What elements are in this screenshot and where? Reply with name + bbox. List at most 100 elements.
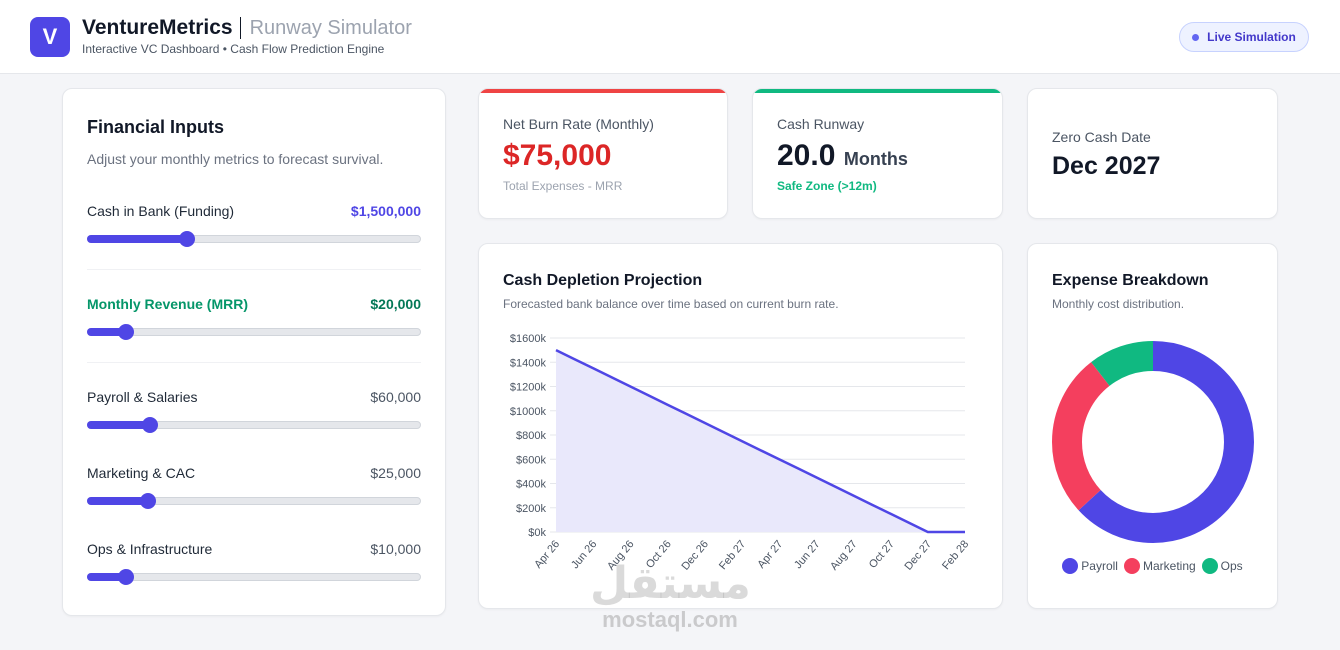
cash-slider[interactable] — [87, 231, 421, 247]
field-cash: Cash in Bank (Funding) $1,500,000 — [87, 203, 421, 247]
slider-fill — [87, 328, 126, 336]
slider-thumb[interactable] — [178, 231, 195, 247]
field-label: Cash in Bank (Funding) — [87, 203, 235, 219]
ops-slider[interactable] — [87, 569, 421, 585]
zero-cash-card: Zero Cash Date Dec 2027 — [1027, 88, 1278, 219]
field-value: $10,000 — [370, 541, 421, 557]
x-tick-label: Aug 27 — [828, 538, 860, 572]
watermark: مستقل mostaql.com — [590, 559, 751, 632]
slider-thumb[interactable] — [118, 324, 135, 340]
y-tick-label: $0k — [528, 527, 546, 539]
legend-label: Marketing — [1142, 559, 1196, 573]
runway-unit: Months — [843, 149, 908, 169]
cash-balance-line — [555, 348, 965, 534]
legend-label: Payroll — [1081, 559, 1118, 573]
y-tick-label: $800k — [516, 430, 546, 442]
slider-fill — [87, 235, 186, 243]
card-accent-bar — [753, 89, 1002, 93]
runway-value: 20.0 — [777, 139, 836, 172]
x-tick-label: Oct 27 — [867, 538, 897, 571]
expense-breakdown-card: Expense Breakdown Monthly cost distribut… — [1027, 243, 1278, 609]
legend-item[interactable]: Payroll — [1062, 558, 1118, 574]
brand-name: VentureMetrics — [82, 16, 233, 39]
x-tick-label: Dec 27 — [903, 538, 935, 572]
y-tick-label: $400k — [516, 479, 546, 491]
divider — [87, 269, 421, 270]
field-mrr: Monthly Revenue (MRR) $20,000 — [87, 296, 421, 340]
y-tick-label: $1200k — [510, 382, 547, 394]
live-label: Live Simulation — [1207, 30, 1296, 44]
app-header: V VentureMetrics Runway Simulator Intera… — [0, 0, 1340, 74]
field-value: $20,000 — [370, 296, 421, 312]
breakdown-title: Expense Breakdown — [1052, 272, 1209, 289]
financial-inputs-panel: Financial Inputs Adjust your monthly met… — [62, 88, 446, 616]
y-tick-label: $1600k — [510, 333, 547, 345]
stat-label: Cash Runway — [777, 116, 865, 132]
live-simulation-badge[interactable]: Live Simulation — [1179, 22, 1309, 52]
cash-depletion-card: Cash Depletion Projection Forecasted ban… — [478, 243, 1003, 609]
legend-label: Ops — [1220, 559, 1243, 573]
brand-title: VentureMetrics Runway Simulator — [82, 16, 412, 40]
field-label: Ops & Infrastructure — [87, 541, 213, 557]
y-tick-label: $1000k — [510, 406, 547, 418]
x-tick-label: Feb 28 — [940, 538, 971, 572]
slider-fill — [87, 421, 149, 429]
area-fill — [556, 350, 965, 532]
panel-description: Adjust your monthly metrics to forecast … — [87, 151, 384, 167]
field-value: $60,000 — [370, 389, 421, 405]
field-payroll: Payroll & Salaries $60,000 — [87, 389, 421, 433]
product-name: Runway Simulator — [249, 17, 412, 39]
legend-item[interactable]: Marketing — [1123, 558, 1196, 574]
stat-label: Net Burn Rate (Monthly) — [503, 116, 654, 132]
donut-legend: Payroll Marketing Ops — [1028, 558, 1277, 574]
panel-title: Financial Inputs — [87, 117, 225, 137]
stat-label: Zero Cash Date — [1052, 129, 1151, 145]
watermark-latin: mostaql.com — [602, 607, 738, 632]
legend-item[interactable]: Ops — [1201, 558, 1243, 574]
field-marketing: Marketing & CAC $25,000 — [87, 465, 421, 509]
tagline: Interactive VC Dashboard • Cash Flow Pre… — [82, 42, 385, 56]
slider-thumb[interactable] — [140, 493, 157, 509]
y-tick-label: $200k — [516, 503, 546, 515]
slider-fill — [87, 573, 126, 581]
legend-swatch — [1123, 558, 1140, 574]
burn-rate-card: Net Burn Rate (Monthly) $75,000 Total Ex… — [478, 88, 728, 219]
x-tick-label: Jun 27 — [792, 538, 822, 571]
breakdown-subtitle: Monthly cost distribution. — [1052, 297, 1185, 311]
runway-value-group: 20.0 Months — [777, 139, 908, 173]
brand-divider — [239, 17, 241, 39]
slider-thumb[interactable] — [141, 417, 158, 433]
field-value: $25,000 — [370, 465, 421, 481]
field-label: Monthly Revenue (MRR) — [87, 296, 248, 312]
divider — [87, 362, 421, 363]
live-dot-icon — [1192, 33, 1200, 41]
marketing-slider[interactable] — [87, 493, 421, 509]
card-accent-bar — [479, 89, 727, 93]
legend-swatch — [1201, 558, 1218, 574]
mrr-slider[interactable] — [87, 324, 421, 340]
expense-donut-chart — [1052, 341, 1254, 543]
field-label: Marketing & CAC — [87, 465, 196, 481]
y-tick-label: $600k — [516, 454, 546, 466]
slider-fill — [87, 497, 148, 505]
field-value: $1,500,000 — [350, 203, 421, 219]
slider-thumb[interactable] — [118, 569, 135, 585]
chart-title: Cash Depletion Projection — [503, 272, 703, 289]
cash-depletion-chart: $0k $200k $400k $600k $800k $1000k $1200k $1400… — [510, 333, 971, 573]
field-label: Payroll & Salaries — [87, 389, 198, 405]
x-tick-label: Apr 27 — [755, 538, 785, 571]
x-tick-label: Apr 26 — [532, 538, 562, 571]
runway-card: Cash Runway 20.0 Months Safe Zone (>12m) — [752, 88, 1003, 219]
y-tick-label: $1400k — [510, 357, 547, 369]
donut-slice-ops — [1052, 341, 1254, 543]
burn-value: $75,000 — [503, 139, 612, 172]
logo: V — [30, 17, 70, 57]
donut-slice-marketing — [1052, 341, 1254, 543]
legend-swatch — [1062, 558, 1079, 574]
watermark-arabic: مستقل — [590, 559, 751, 608]
field-ops: Ops & Infrastructure $10,000 — [87, 541, 421, 585]
chart-subtitle: Forecasted bank balance over time based … — [503, 297, 839, 311]
runway-note: Safe Zone (>12m) — [777, 179, 877, 193]
payroll-slider[interactable] — [87, 417, 421, 433]
zero-cash-value: Dec 2027 — [1052, 152, 1161, 180]
